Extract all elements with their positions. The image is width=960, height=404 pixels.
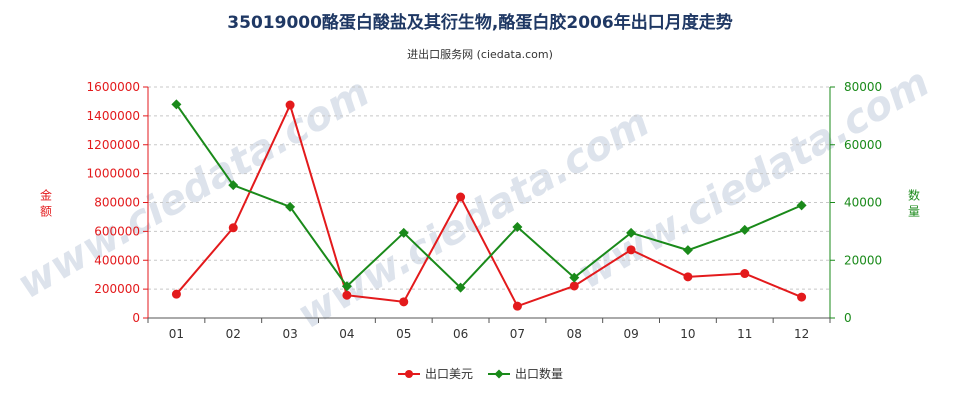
left-tick-label: 1200000	[87, 138, 140, 152]
x-tick-label: 07	[510, 327, 525, 341]
left-axis-label-char: 额	[40, 205, 52, 219]
left-tick-label: 0	[132, 311, 140, 325]
series-1-point	[797, 292, 807, 302]
x-tick-label: 10	[680, 327, 695, 341]
watermark-text: www.ciedata.com	[10, 69, 378, 308]
x-tick-label: 05	[396, 327, 411, 341]
series-1-point	[683, 272, 693, 282]
legend-swatch-marker	[405, 370, 413, 378]
legend-label: 出口美元	[425, 367, 473, 381]
series-2-point	[398, 227, 409, 238]
right-tick-label: 20000	[844, 253, 882, 267]
right-axis-label-char: 数	[908, 188, 920, 203]
x-tick-label: 06	[453, 327, 468, 341]
series-2-point	[796, 200, 807, 211]
series-2-point	[455, 282, 466, 293]
series-1-point	[342, 290, 352, 300]
series-1-point	[569, 281, 579, 291]
series-1-point	[512, 301, 522, 311]
series-2-point	[569, 272, 580, 283]
right-tick-label: 80000	[844, 80, 882, 94]
series-line-2	[175, 103, 802, 290]
left-tick-label: 1400000	[87, 109, 140, 123]
x-tick-label: 02	[226, 327, 241, 341]
x-tick-label: 12	[794, 327, 809, 341]
x-tick-label: 04	[339, 327, 354, 341]
watermark-text: www.ciedata.com	[290, 99, 658, 338]
left-axis-label: 金额	[40, 188, 52, 219]
x-tick-label: 08	[567, 327, 582, 341]
series-2-point	[341, 281, 352, 292]
series-1-point	[740, 269, 750, 279]
legend-label: 出口数量	[515, 366, 563, 381]
right-axis-label-char: 量	[908, 205, 920, 219]
right-axis-label: 数量	[908, 188, 920, 219]
series-2-point	[626, 227, 637, 238]
chart-subtitle: 进出口服务网 (ciedata.com)	[407, 47, 553, 61]
series-2-point	[285, 201, 296, 212]
series-2-point	[228, 180, 239, 191]
series-layer	[171, 99, 807, 311]
series-1-point	[228, 223, 238, 233]
left-tick-label: 1600000	[87, 80, 140, 94]
legend-swatch-marker	[494, 369, 504, 379]
left-tick-label: 200000	[94, 282, 140, 296]
series-1-point	[626, 245, 636, 255]
left-tick-label: 1000000	[87, 167, 140, 181]
series-1-point	[456, 192, 466, 202]
series-line-1	[175, 102, 802, 308]
series-1-point	[399, 297, 409, 307]
x-tick-label: 09	[623, 327, 638, 341]
series-1-point	[285, 100, 295, 110]
series-2-point	[739, 224, 750, 235]
x-tick-label: 01	[169, 327, 184, 341]
series-1-point	[171, 289, 181, 299]
x-tick-label: 11	[737, 327, 752, 341]
legend: 出口美元 出口数量	[398, 366, 563, 381]
left-axis-label-char: 金	[40, 188, 52, 203]
x-tick-label: 03	[282, 327, 297, 341]
right-tick-label: 60000	[844, 138, 882, 152]
left-tick-label: 600000	[94, 224, 140, 238]
series-2-point	[171, 99, 182, 110]
right-tick-label: 40000	[844, 196, 882, 210]
right-tick-label: 0	[844, 311, 852, 325]
series-2-point	[682, 245, 693, 256]
chart-title: 35019000酪蛋白酸盐及其衍生物,酪蛋白胶2006年出口月度走势	[227, 12, 732, 33]
axes: 0200000400000600000800000100000012000001…	[40, 80, 920, 341]
left-tick-label: 800000	[94, 196, 140, 210]
left-tick-label: 400000	[94, 253, 140, 267]
series-2-point	[512, 222, 523, 233]
